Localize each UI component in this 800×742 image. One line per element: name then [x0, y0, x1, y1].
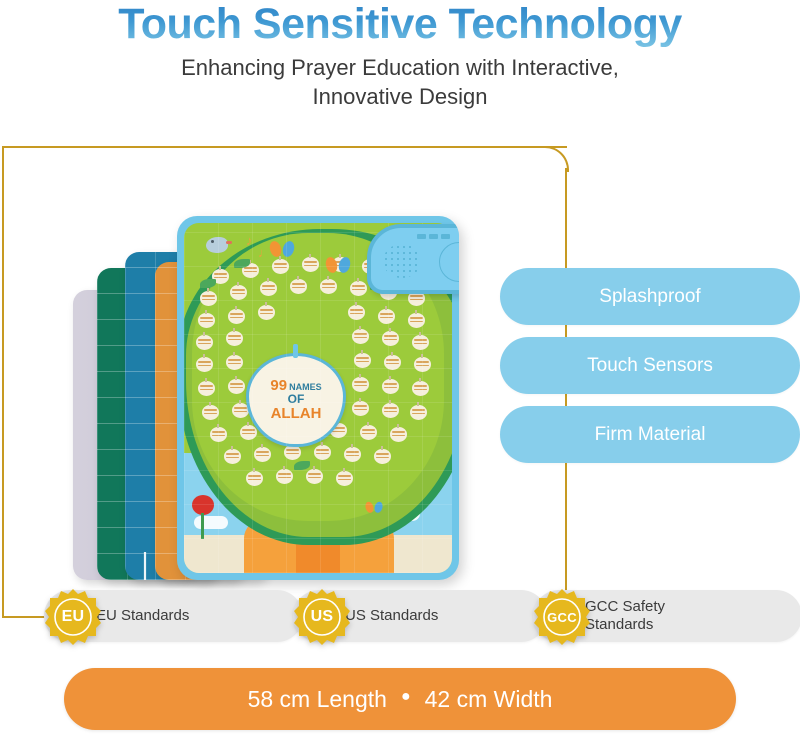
subtitle-line-1: Enhancing Prayer Education with Interact…	[181, 55, 619, 81]
speaker-grille-icon	[383, 244, 421, 278]
gold-frame-top-line	[2, 146, 567, 148]
seal-starburst-shape	[294, 589, 350, 645]
leaf-icon	[200, 279, 216, 288]
standard-label-line-1: GCC Safety	[585, 597, 666, 615]
feature-pill-label: Firm Material	[594, 423, 706, 445]
seal-label: EU	[61, 608, 85, 625]
gold-frame-right-line	[565, 168, 567, 622]
standard-label: GCC Safety Standards	[585, 598, 665, 635]
leaf-icon	[234, 259, 250, 268]
standard-label-line-2: Standards	[585, 616, 654, 633]
gold-frame-bottom-line	[2, 616, 46, 618]
speaker-buttons[interactable]	[417, 234, 450, 239]
feature-pill-splashproof[interactable]: Splashproof	[500, 268, 800, 325]
logo-line-of: OF	[288, 392, 305, 406]
gcc-seal-icon: GCC	[533, 588, 591, 646]
standard-label: EU Standards	[96, 606, 190, 624]
page-title: Touch Sensitive Technology	[0, 0, 800, 47]
dimension-separator-icon: ●	[400, 688, 411, 705]
gold-frame-left-line	[2, 146, 4, 618]
subtitle-line-2: Innovative Design	[312, 84, 488, 110]
seal-starburst-shape	[534, 589, 590, 645]
speaker-logo-icon	[439, 242, 459, 282]
seal-starburst-shape	[45, 589, 101, 645]
music-note-icon: ♩	[258, 245, 271, 260]
product-logo: 99NAMES OF ALLAH	[246, 344, 346, 447]
leaf-icon	[294, 461, 310, 470]
product-illustration: 99NAMES OF ALLAH ♪ ♩ ♪ ♩	[55, 190, 505, 590]
feature-pill-label: Splashproof	[599, 285, 701, 307]
touch-board[interactable]: 99NAMES OF ALLAH ♪ ♩ ♪ ♩	[177, 216, 459, 580]
eu-seal-icon: EU	[44, 588, 102, 646]
seal-label: US	[310, 608, 334, 625]
feature-pill-touch-sensors[interactable]: Touch Sensors	[500, 337, 800, 394]
standard-badge-gcc[interactable]: GCC Safety Standards GCC	[533, 589, 800, 645]
page-subtitle: Enhancing Prayer Education with Interact…	[0, 53, 800, 111]
music-note-icon: ♪	[246, 233, 253, 248]
rose-icon	[192, 495, 214, 539]
dimension-width: 42 cm Width	[424, 685, 553, 712]
us-seal-icon: US	[293, 588, 351, 646]
bird-icon	[206, 237, 232, 253]
standard-label: US Standards	[345, 606, 439, 624]
seal-label: GCC	[547, 609, 577, 625]
feature-pill-firm-material[interactable]: Firm Material	[500, 406, 800, 463]
standard-badge-us[interactable]: US Standards US	[293, 589, 547, 645]
dimension-length: 58 cm Length	[247, 685, 387, 712]
logo-line-allah: ALLAH	[271, 405, 322, 423]
logo-line-99: 99NAMES	[270, 378, 321, 393]
speaker-module[interactable]	[367, 224, 459, 294]
dimensions-bar: 58 cm Length ● 42 cm Width	[64, 668, 736, 730]
standard-badge-eu[interactable]: EU Standards EU	[44, 589, 303, 645]
feature-pill-label: Touch Sensors	[587, 354, 713, 376]
header: Touch Sensitive Technology Enhancing Pra…	[0, 0, 800, 126]
